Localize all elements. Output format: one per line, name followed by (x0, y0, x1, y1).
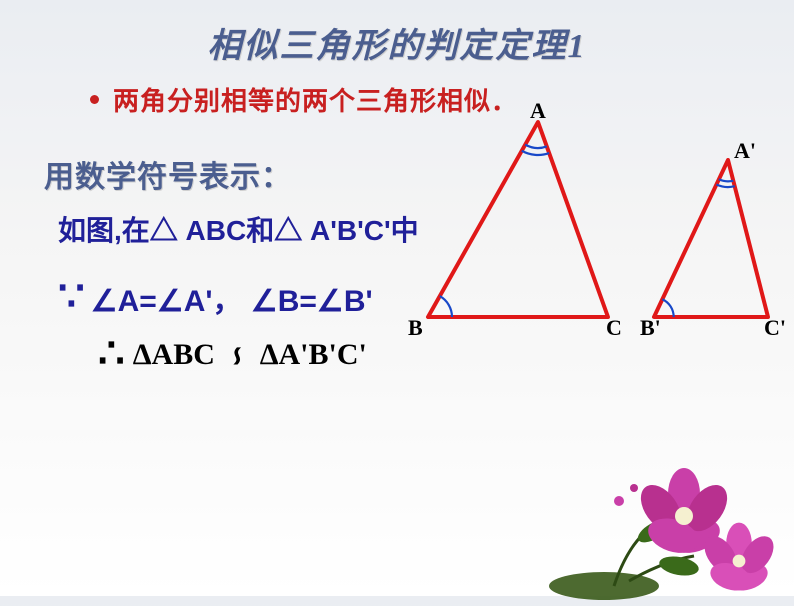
therefore-line: ∴ ΔABC ∽ ΔA'B'C' (98, 338, 794, 372)
therefore-symbol: ∴ (98, 342, 125, 367)
vertex-label-a-prime: A' (734, 138, 756, 164)
vertex-label-b: B (408, 315, 423, 341)
vertex-label-a: A (530, 98, 546, 124)
conclusion-left: ΔABC (133, 338, 215, 371)
vertex-label-c-prime: C' (764, 315, 786, 341)
triangle-diagram: A B C A' B' C' (418, 112, 778, 342)
conclusion-right: ΔA'B'C' (260, 338, 367, 371)
vertex-label-b-prime: B' (640, 315, 661, 341)
page-title: 相似三角形的判定定理1 (0, 0, 794, 67)
triangle-svg (418, 112, 778, 342)
because-symbol: ∵ (58, 285, 85, 310)
bullet-icon (90, 95, 99, 104)
because-text: ∠A=∠A'， ∠B=∠B' (91, 276, 373, 320)
similar-symbol: ∽ (219, 345, 255, 367)
vertex-label-c: C (606, 315, 622, 341)
conclusion-text: ΔABC ∽ ΔA'B'C' (133, 338, 367, 372)
flower-decoration-icon (544, 426, 794, 606)
given-text: 如图,在△ ABC和△ A'B'C'中 (58, 212, 428, 250)
